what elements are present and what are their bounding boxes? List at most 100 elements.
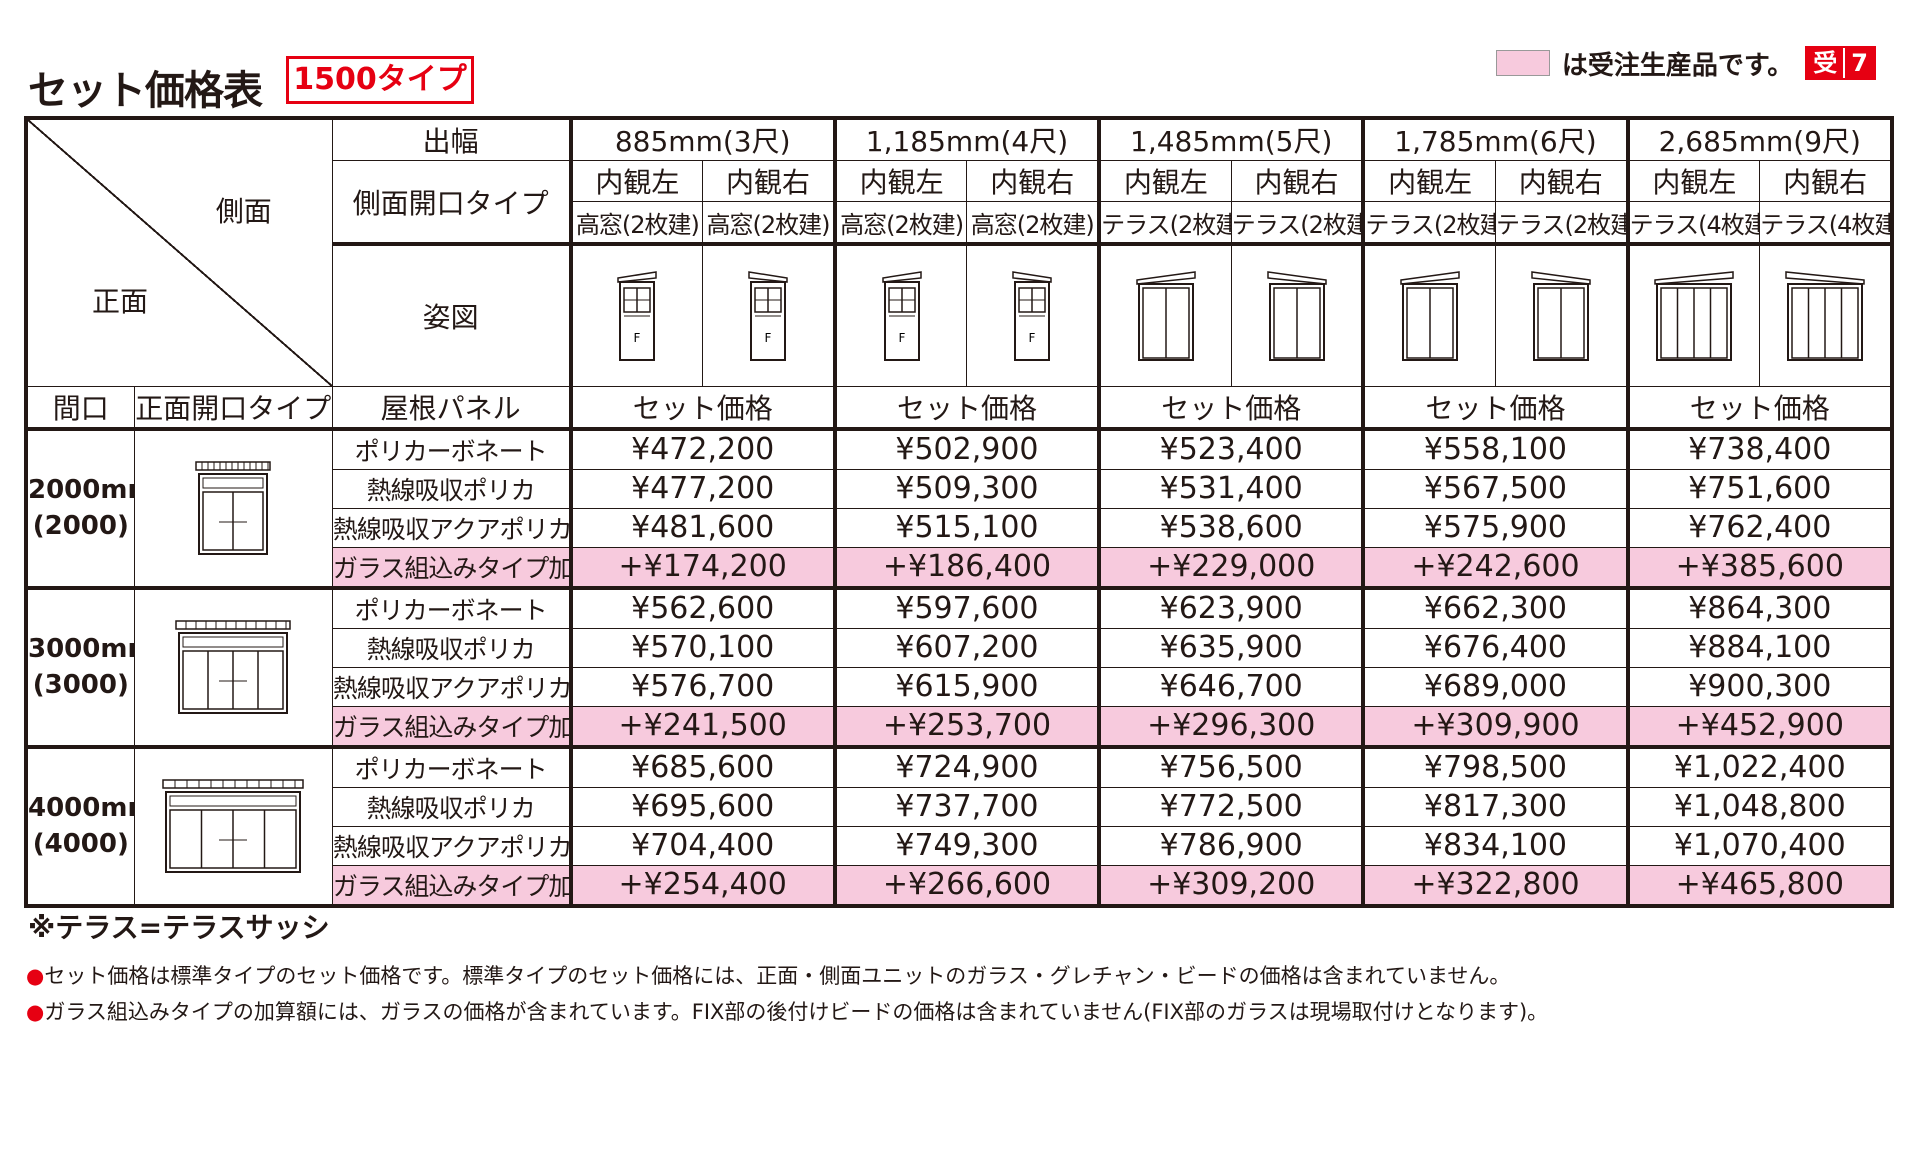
width-cell: 2,685mm(9尺) [1625, 117, 1893, 161]
roof-panel-name: ポリカーボネート [331, 746, 572, 788]
interior-left-label: 内観左 [1097, 160, 1232, 202]
price-cell: ¥724,900 [832, 746, 1100, 788]
price-cell: ¥1,022,400 [1625, 746, 1893, 788]
table-row: 熱線吸収アクアポリカ ¥704,400 ¥749,300 ¥786,900 ¥834,1… [26, 825, 1893, 866]
price-cell: ¥502,900 [832, 428, 1100, 470]
corner-cell: 側面 正面 [25, 117, 333, 387]
page-title: セット価格表 [28, 68, 263, 114]
frontage-size-sub: (2000) [32, 511, 129, 541]
side-type-label: 側面開口タイプ [331, 160, 572, 245]
front-type-label: 正面開口タイプ [133, 385, 333, 431]
price-cell: ¥834,100 [1361, 825, 1629, 866]
price-cell: +¥241,500 [568, 705, 836, 749]
price-cell: ¥900,300 [1625, 666, 1893, 707]
price-cell: ¥689,000 [1361, 666, 1629, 707]
frontage-size-main: 4000mm [28, 793, 133, 823]
price-cell: +¥174,200 [568, 546, 836, 590]
price-cell: +¥322,800 [1361, 864, 1629, 908]
notes: セット価格は標準タイプのセット価格です。標準タイプのセット価格には、正面・側面ユ… [26, 958, 1548, 1030]
roof-panel-name: 熱線吸収アクアポリカ [331, 825, 572, 866]
fix-mark: F [634, 331, 641, 345]
terrace-2-icon [1230, 242, 1364, 387]
width-cell: 1,785mm(6尺) [1361, 117, 1629, 161]
set-price-label: セット価格 [832, 385, 1100, 431]
legend: は受注生産品です。 受 7 [1495, 46, 1876, 81]
price-cell: ¥515,100 [832, 507, 1100, 548]
price-cell: +¥465,800 [1625, 864, 1893, 908]
price-cell: ¥1,048,800 [1625, 786, 1893, 827]
high-window-icon: F [568, 242, 704, 387]
side-type-left: テラス(4枚建) [1625, 201, 1761, 245]
interior-left-label: 内観左 [1361, 160, 1496, 202]
side-type-left: テラス(2枚建) [1361, 201, 1496, 245]
price-cell: +¥296,300 [1097, 705, 1364, 749]
front-2-panel-icon [133, 428, 333, 590]
frontage-size-sub: (3000) [32, 670, 129, 700]
price-cell: ¥567,500 [1361, 468, 1629, 509]
interior-right-label: 内観右 [702, 160, 836, 202]
corner-front-label: 正面 [92, 284, 149, 318]
table-row: 熱線吸収アクアポリカ ¥481,600 ¥515,100 ¥538,600 ¥575,9… [26, 507, 1893, 548]
table-row: ガラス組込みタイプ加算額+¥174,200+¥186,400+¥229,000+… [26, 546, 1893, 590]
price-cell: ¥762,400 [1625, 507, 1893, 548]
price-cell: ¥749,300 [832, 825, 1100, 866]
frontage-size-main: 3000mm [28, 634, 133, 664]
price-cell: ¥538,600 [1097, 507, 1364, 548]
corner-side-label: 側面 [215, 195, 272, 228]
price-cell: ¥481,600 [568, 507, 836, 548]
price-cell: ¥531,400 [1097, 468, 1364, 509]
price-cell: +¥186,400 [832, 546, 1100, 590]
roof-panel-name: 熱線吸収アクアポリカ [331, 507, 572, 548]
interior-right-label: 内観右 [1230, 160, 1364, 202]
interior-left-label: 内観左 [832, 160, 968, 202]
table-row: 4000mm (4000) ポリカーボネート¥685,600¥724,900¥75… [25, 746, 1893, 908]
price-cell: ¥523,400 [1097, 428, 1364, 470]
side-type-right: 高窓(2枚建) [702, 201, 836, 245]
roof-panel-name: 熱線吸収アクアポリカ [331, 666, 572, 707]
price-cell: +¥385,600 [1625, 546, 1893, 590]
table-row: ガラス組込みタイプ加算額+¥254,400+¥266,600+¥309,200+… [26, 864, 1893, 908]
terrace-note: ※テラス=テラスサッシ [28, 911, 330, 944]
price-cell: +¥254,400 [568, 864, 836, 908]
price-cell: ¥884,100 [1625, 627, 1893, 668]
price-cell: ¥676,400 [1361, 627, 1629, 668]
set-price-label: セット価格 [568, 385, 836, 431]
price-cell: ¥576,700 [568, 666, 836, 707]
price-cell: ¥562,600 [568, 587, 836, 629]
price-cell: ¥786,900 [1097, 825, 1364, 866]
width-cell: 1,485mm(5尺) [1097, 117, 1364, 161]
frontage-size: 4000mm (4000) [25, 746, 135, 908]
price-cell: +¥253,700 [832, 705, 1100, 749]
price-cell: ¥1,070,400 [1625, 825, 1893, 866]
price-cell: ¥477,200 [568, 468, 836, 509]
price-cell: ¥607,200 [832, 627, 1100, 668]
price-table: 側面 正面 出幅 885mm(3尺) 1,185mm(4尺) 1,485mm(5… [24, 116, 1894, 908]
side-type-left: 高窓(2枚建) [832, 201, 968, 245]
order-badge-left: 受 [1807, 48, 1844, 78]
interior-right-label: 内観右 [1759, 160, 1893, 202]
price-cell: ¥472,200 [568, 428, 836, 470]
front-4-panel-wide-icon [133, 746, 333, 908]
set-price-label: セット価格 [1625, 385, 1893, 431]
set-price-label: セット価格 [1097, 385, 1364, 431]
terrace-2-icon [1097, 242, 1232, 387]
set-price-label: セット価格 [1361, 385, 1629, 431]
interior-right-label: 内観右 [1494, 160, 1629, 202]
width-cell: 885mm(3尺) [568, 117, 836, 161]
frontage-size-sub: (4000) [32, 829, 129, 859]
interior-left-label: 内観左 [568, 160, 704, 202]
side-type-left: 高窓(2枚建) [568, 201, 704, 245]
price-cell: ¥772,500 [1097, 786, 1364, 827]
price-cell: ¥575,900 [1361, 507, 1629, 548]
fix-mark: F [898, 331, 905, 345]
price-cell: ¥570,100 [568, 627, 836, 668]
table-row: ガラス組込みタイプ加算額+¥241,500+¥253,700+¥296,300+… [26, 705, 1893, 749]
price-cell: ¥704,400 [568, 825, 836, 866]
table-row: 熱線吸収ポリカ ¥477,200 ¥509,300 ¥531,400 ¥567,500 ¥… [26, 468, 1893, 509]
roof-panel-name: ガラス組込みタイプ加算額 [331, 546, 572, 590]
figure-label: 姿図 [331, 242, 572, 387]
front-4-panel-icon [133, 587, 333, 749]
price-cell: +¥309,900 [1361, 705, 1629, 749]
frontage-size: 3000mm (3000) [25, 587, 135, 749]
price-cell: ¥662,300 [1361, 587, 1629, 629]
